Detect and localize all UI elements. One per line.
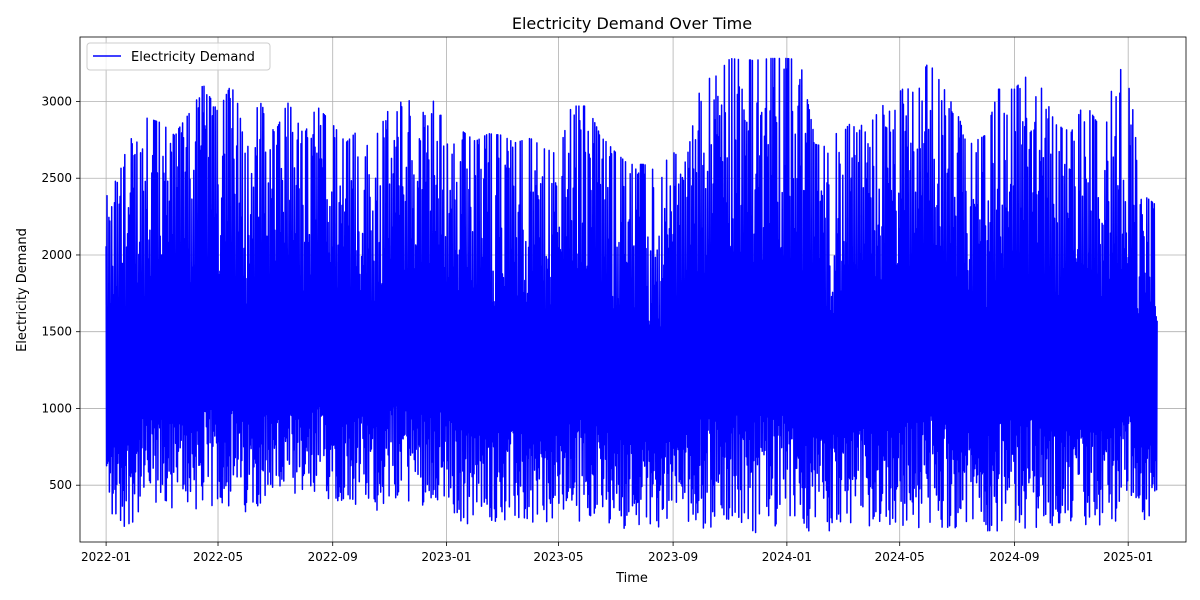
x-tick-label: 2024-01 bbox=[762, 550, 812, 564]
plot-frame bbox=[79, 36, 1187, 543]
axes: 2022-01 2022-05 2022-09 2023-01 2023-05 2023-… bbox=[41, 36, 1187, 564]
x-tick-label: 2024-09 bbox=[989, 550, 1039, 564]
series-layer bbox=[105, 57, 1158, 534]
x-tick-label: 2024-05 bbox=[875, 550, 925, 564]
y-tick-label: 500 bbox=[49, 478, 72, 492]
legend-label: Electricity Demand bbox=[131, 50, 255, 65]
series-line bbox=[105, 57, 1158, 534]
y-tick-label: 1500 bbox=[41, 325, 72, 339]
x-tick-label: 2022-05 bbox=[193, 550, 243, 564]
y-tick-label: 2000 bbox=[41, 248, 72, 262]
y-tick-label: 2500 bbox=[41, 171, 72, 185]
x-tick-label: 2023-01 bbox=[421, 550, 471, 564]
x-tick-label: 2022-01 bbox=[81, 550, 131, 564]
x-tick-label: 2025-01 bbox=[1103, 550, 1153, 564]
y-axis-title: Electricity Demand bbox=[15, 228, 30, 352]
legend-box bbox=[86, 42, 271, 71]
y-tick-label: 3000 bbox=[41, 94, 72, 108]
y-tick-label: 1000 bbox=[41, 401, 72, 415]
x-tick-label: 2023-05 bbox=[533, 550, 583, 564]
x-axis-title: Time bbox=[615, 571, 648, 586]
legend: Electricity Demand bbox=[86, 42, 271, 71]
chart-title: Electricity Demand Over Time bbox=[512, 14, 752, 33]
x-tick-label: 2022-09 bbox=[308, 550, 358, 564]
x-tick-label: 2023-09 bbox=[648, 550, 698, 564]
